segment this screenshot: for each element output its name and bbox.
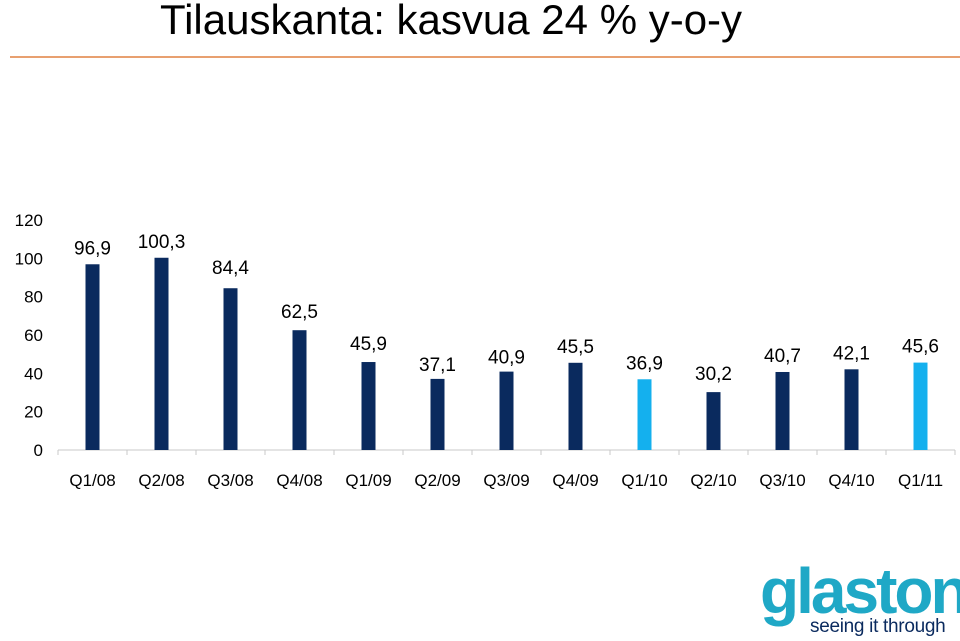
glaston-logo: glaston seeing it through — [756, 555, 960, 641]
y-tick-label: 0 — [34, 441, 43, 460]
bar-Q3-09 — [499, 371, 514, 450]
data-label: 40,9 — [488, 348, 525, 369]
bar-Q1-10 — [637, 379, 652, 450]
y-tick-label: 40 — [24, 364, 43, 383]
page-title: Tilauskanta: kasvua 24 % y-o-y — [160, 0, 743, 43]
bar-Q1-09 — [361, 362, 376, 450]
data-label: 62,5 — [281, 302, 318, 323]
bar-Q1-11 — [913, 362, 928, 450]
x-tick-label: Q4/09 — [552, 471, 598, 490]
data-label: 45,5 — [557, 337, 594, 358]
bar-Q3-08 — [223, 288, 238, 450]
bar-Q3-10 — [775, 371, 790, 450]
data-label: 45,9 — [350, 334, 387, 355]
y-tick-label: 60 — [24, 326, 43, 345]
y-tick-label: 120 — [15, 211, 43, 230]
bar-Q2-10 — [706, 392, 721, 450]
x-tick-label: Q4/08 — [276, 471, 322, 490]
x-tick-label: Q3/09 — [483, 471, 529, 490]
logo-wordmark: glaston — [760, 555, 960, 627]
x-tick-label: Q1/11 — [898, 471, 943, 490]
y-tick-label: 80 — [24, 288, 43, 307]
data-label: 40,7 — [764, 346, 801, 367]
x-tick-label: Q2/09 — [414, 471, 460, 490]
order-backlog-bar-chart: 0 20 40 60 80 100 120 96,9 Q1/08 100,3 Q2/08 84,4 Q3… — [15, 211, 956, 490]
bar-Q4-08 — [292, 330, 307, 450]
bar-Q2-08 — [154, 257, 169, 450]
data-label: 45,6 — [902, 337, 939, 358]
data-label: 42,1 — [833, 343, 870, 364]
data-label: 84,4 — [212, 258, 249, 279]
y-tick-label: 20 — [24, 403, 43, 422]
x-tick-label: Q2/08 — [138, 471, 184, 490]
x-tick-label: Q4/10 — [828, 471, 874, 490]
logo-tagline: seeing it through — [810, 616, 946, 637]
x-tick-label: Q1/10 — [621, 471, 667, 490]
bar-Q4-10 — [844, 369, 859, 450]
bar-Q2-09 — [430, 378, 445, 450]
bar-Q4-09 — [568, 362, 583, 450]
data-label: 37,1 — [419, 355, 456, 376]
title-divider — [10, 56, 960, 58]
x-tick-label: Q2/10 — [690, 471, 736, 490]
x-tick-label: Q3/10 — [759, 471, 805, 490]
data-label: 96,9 — [74, 238, 111, 259]
data-label: 100,3 — [138, 232, 186, 253]
y-tick-label: 100 — [15, 249, 43, 268]
bar-Q1-08 — [85, 264, 100, 450]
x-tick-label: Q1/08 — [69, 471, 115, 490]
x-tick-label: Q3/08 — [207, 471, 253, 490]
x-tick-label: Q1/09 — [345, 471, 391, 490]
data-label: 36,9 — [626, 353, 663, 374]
data-label: 30,2 — [695, 364, 732, 385]
